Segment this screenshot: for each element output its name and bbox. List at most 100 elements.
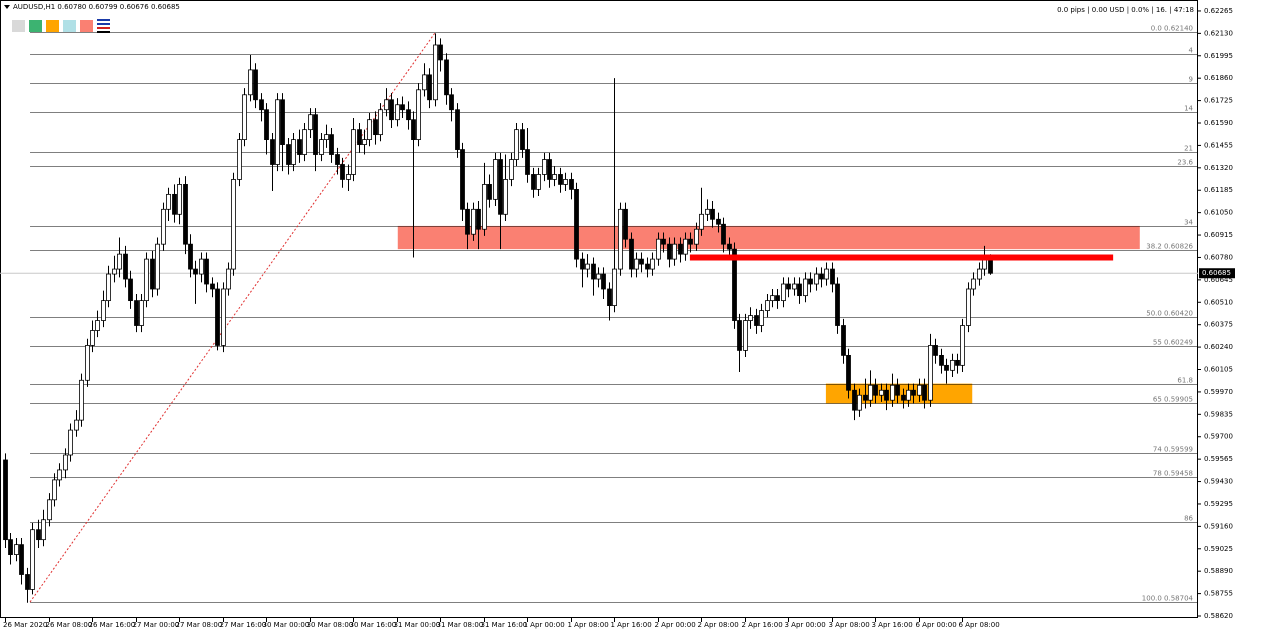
- candle-body: [710, 208, 715, 220]
- candle-body: [291, 139, 296, 165]
- candle-body: [808, 278, 813, 285]
- candle-body: [558, 174, 563, 185]
- candle-body: [748, 315, 753, 321]
- color-swatch[interactable]: [46, 20, 59, 32]
- candle-body: [8, 539, 13, 555]
- candle-body: [656, 238, 661, 260]
- candle-body: [297, 139, 302, 155]
- candle-body: [950, 359, 955, 371]
- x-tick-label: 2 Apr 16:00: [742, 621, 783, 629]
- candle-body: [688, 238, 693, 245]
- candle-body: [830, 268, 835, 285]
- candle-body: [395, 104, 400, 121]
- y-tick-label: 0.58620: [1204, 612, 1233, 620]
- y-tick-label: 0.61860: [1204, 74, 1233, 82]
- candle-body: [259, 99, 264, 111]
- candle-body: [117, 253, 122, 270]
- fib-level-label: 0.0 0.62140: [1151, 25, 1193, 33]
- candle-body: [101, 300, 106, 321]
- candle-body: [112, 268, 117, 275]
- candle-body: [863, 394, 868, 401]
- candle-body: [601, 273, 606, 290]
- candle-body: [547, 159, 552, 180]
- candle-body: [476, 208, 481, 230]
- candle-body: [134, 300, 139, 326]
- candle-body: [759, 310, 764, 326]
- candle-body: [52, 479, 57, 501]
- candle-body: [433, 44, 438, 101]
- candle-body: [721, 223, 726, 245]
- candle-body: [754, 315, 759, 326]
- candle-body: [498, 159, 503, 215]
- candle-body: [47, 499, 52, 521]
- fib-level-label: 50.0 0.60420: [1146, 310, 1193, 318]
- candle-body: [275, 99, 280, 165]
- candle-body: [373, 119, 378, 136]
- candle-body: [25, 574, 30, 590]
- candle-body: [172, 193, 177, 215]
- trendline: [29, 31, 437, 603]
- candle-body: [302, 129, 307, 155]
- candle-body: [411, 119, 416, 141]
- candle-body: [351, 129, 356, 175]
- candle-body: [901, 394, 906, 401]
- candle-body: [41, 519, 46, 541]
- y-tick-label: 0.61320: [1204, 164, 1233, 172]
- candle-body: [585, 263, 590, 270]
- candle-body: [514, 129, 519, 160]
- candle-body: [280, 99, 285, 145]
- candle-body: [580, 258, 585, 270]
- color-swatch[interactable]: [12, 20, 25, 32]
- candle-body: [460, 149, 465, 210]
- candle-body: [166, 193, 171, 210]
- fib-level-label: 86: [1184, 515, 1193, 523]
- x-tick-label: 26 Mar 08:00: [46, 621, 93, 629]
- candle-body: [30, 529, 35, 590]
- x-tick-label: 1 Apr 16:00: [611, 621, 652, 629]
- candle-body: [242, 94, 247, 141]
- y-tick-label: 0.60780: [1204, 253, 1233, 261]
- candle-body: [895, 384, 900, 396]
- color-swatch[interactable]: [80, 20, 93, 32]
- candle-body: [727, 243, 732, 250]
- candle-body: [340, 164, 345, 180]
- candle-body: [367, 119, 372, 141]
- candle-body: [226, 268, 231, 290]
- symbol-dropdown[interactable]: [4, 5, 10, 9]
- candle-body: [400, 104, 405, 111]
- candle-body: [852, 389, 857, 411]
- line-tool-icon[interactable]: [97, 19, 110, 33]
- candle-body: [639, 258, 644, 265]
- x-tick-label: 30 Mar 08:00: [307, 621, 354, 629]
- x-tick-label: 31 Mar 08:00: [437, 621, 484, 629]
- candle-body: [765, 300, 770, 311]
- candle-body: [743, 320, 748, 351]
- y-tick-label: 0.60105: [1204, 366, 1233, 374]
- candle-body: [438, 44, 443, 61]
- candle-body: [520, 129, 525, 150]
- axes: 0.62265 0.62130 0.61995 0.61860 0.61725 0.615…: [3, 7, 1235, 629]
- candle-body: [493, 159, 498, 200]
- candle-body: [650, 258, 655, 270]
- candle-body: [139, 300, 144, 326]
- candle-body: [90, 330, 95, 346]
- candle-body: [313, 114, 318, 155]
- fib-level-label: 34: [1184, 219, 1193, 227]
- fib-level-label: 61.8: [1177, 377, 1193, 385]
- candle-body: [210, 283, 215, 290]
- candle-body: [177, 184, 182, 215]
- candle-body: [509, 159, 514, 180]
- candle-body: [329, 134, 334, 155]
- candle-body: [63, 454, 68, 471]
- color-swatch[interactable]: [29, 20, 42, 32]
- candle-body: [841, 325, 846, 356]
- candle-body: [868, 384, 873, 401]
- candle-body: [199, 258, 204, 275]
- candle-body: [737, 320, 742, 351]
- candle-body: [770, 295, 775, 302]
- candle-body: [74, 419, 79, 431]
- color-swatch[interactable]: [63, 20, 76, 32]
- candle-body: [3, 459, 8, 541]
- y-tick-label: 0.59295: [1204, 500, 1233, 508]
- zone: [397, 225, 1140, 250]
